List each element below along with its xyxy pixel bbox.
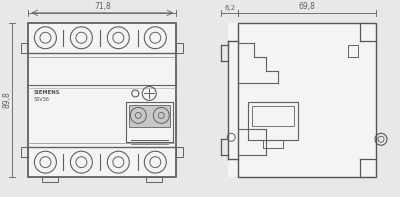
Text: 89,8: 89,8 xyxy=(2,92,12,108)
Bar xyxy=(129,105,170,127)
Bar xyxy=(248,102,298,140)
Bar xyxy=(22,147,28,157)
Bar xyxy=(252,106,294,126)
Bar xyxy=(126,102,173,142)
Bar xyxy=(176,43,183,53)
Text: 71,8: 71,8 xyxy=(94,2,111,11)
Bar xyxy=(176,147,183,157)
Bar xyxy=(28,23,176,177)
Text: 5SV36: 5SV36 xyxy=(34,98,49,102)
Bar xyxy=(228,23,376,177)
Bar xyxy=(263,140,283,148)
Text: 6,2: 6,2 xyxy=(224,5,235,11)
Text: 69,8: 69,8 xyxy=(299,2,316,11)
Bar xyxy=(146,177,162,182)
Bar xyxy=(42,177,58,182)
Bar xyxy=(22,43,28,53)
Bar xyxy=(348,45,358,57)
Bar xyxy=(28,23,176,177)
Bar xyxy=(238,23,376,177)
Text: SIEMENS: SIEMENS xyxy=(34,90,60,96)
